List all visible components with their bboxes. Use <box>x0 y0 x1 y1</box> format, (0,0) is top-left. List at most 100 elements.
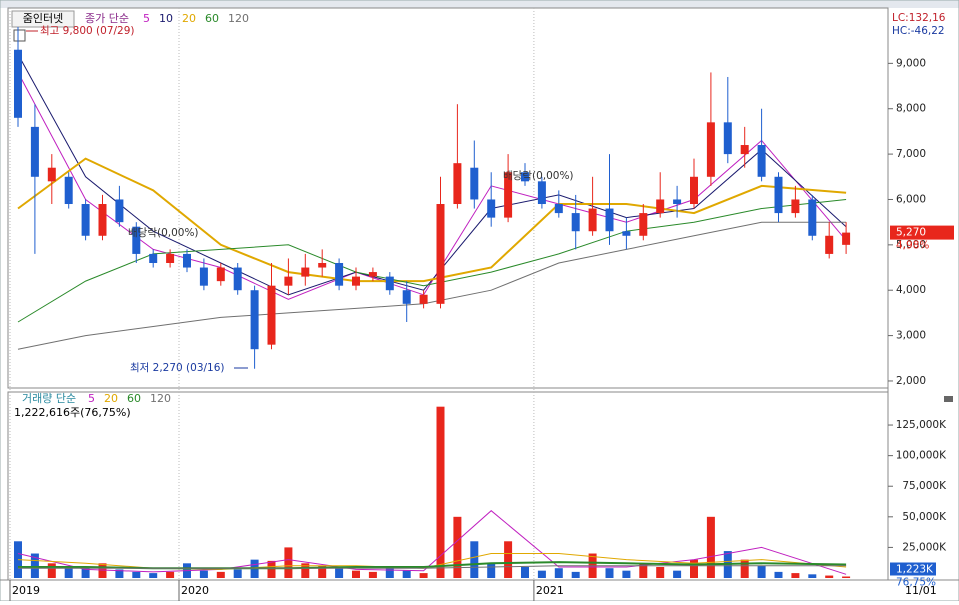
legend-entry: 60 <box>205 12 219 25</box>
volume-bar <box>352 570 360 578</box>
candle-body <box>115 199 124 223</box>
volume-bar <box>98 563 107 578</box>
volume-panel <box>7 391 889 581</box>
candle-body <box>199 267 208 286</box>
dividend-label: 배당락(0,00%) <box>128 227 199 239</box>
legend-entry: 20 <box>182 12 196 25</box>
volume-bar <box>690 559 698 578</box>
dividend-label: 배당락(0,00%) <box>503 170 574 182</box>
legend-title: 종가 단순 <box>85 12 129 25</box>
volume-bar <box>656 566 665 578</box>
candle-body <box>588 208 597 232</box>
x-tick-label: 2021 <box>536 584 564 597</box>
volume-bar <box>825 575 834 578</box>
candle-body <box>571 213 580 232</box>
volume-bar <box>808 574 817 578</box>
last-price-label: 5,270 <box>896 227 926 239</box>
legend-entry: 120 <box>150 392 171 405</box>
candle-body <box>791 199 800 214</box>
volume-bar <box>233 569 242 578</box>
candle-body <box>301 267 310 277</box>
candle-body <box>284 276 293 286</box>
volume-bar <box>81 566 90 578</box>
volume-bar <box>216 571 225 578</box>
volume-bar <box>605 568 614 578</box>
y-tick-label: 75,000K <box>902 480 947 492</box>
volume-bar <box>402 570 411 578</box>
volume-bar <box>774 571 783 578</box>
y-tick-label: 50,000K <box>902 511 947 523</box>
legend-entry: 20 <box>104 392 118 405</box>
candle-body <box>774 176 783 214</box>
last-price-box <box>890 225 954 240</box>
candle-body <box>605 208 614 232</box>
y-tick-label: 7,000 <box>896 148 926 160</box>
volume-bar <box>149 573 158 578</box>
volume-bar <box>639 563 648 578</box>
moving-average <box>17 157 847 283</box>
candle-body <box>537 181 546 205</box>
candle-body <box>233 267 242 291</box>
low-label: 최저 2,270 (03/16) <box>130 362 225 374</box>
volume-bar <box>318 565 327 578</box>
candle-body <box>436 204 445 304</box>
volume-bar <box>622 570 631 578</box>
candle-body <box>825 235 834 254</box>
x-tick-label: 2020 <box>181 584 209 597</box>
candle-body <box>740 145 749 155</box>
candle-body <box>487 199 496 218</box>
candle-body <box>723 122 732 155</box>
volume-bar <box>47 563 56 578</box>
x-end-label: 11/01 <box>905 584 937 597</box>
candle-body <box>690 176 698 205</box>
hc-label: HC:-46,22 <box>892 25 945 37</box>
grid-icon[interactable] <box>13 29 26 42</box>
volume-bar <box>436 406 445 578</box>
volume-bar <box>115 569 124 578</box>
candle-body <box>521 172 529 182</box>
stock-box[interactable] <box>11 10 75 28</box>
panel-button[interactable] <box>944 396 953 402</box>
volume-bar <box>132 571 141 578</box>
candle-body <box>335 262 344 286</box>
candle-body <box>656 199 665 214</box>
volume-bar <box>368 571 377 578</box>
volume-bar <box>385 568 394 578</box>
volume-bar <box>470 541 479 578</box>
y-tick-label: 100,000K <box>896 450 947 462</box>
y-tick-label: 8,000 <box>896 103 926 115</box>
candle-body <box>81 204 90 236</box>
y-tick-label: 4,000 <box>896 284 926 296</box>
y-tick-label: 2,000 <box>896 375 926 387</box>
candle-body <box>98 204 107 236</box>
volume-bar <box>842 576 851 578</box>
y-tick-label: 25,000K <box>902 541 947 553</box>
volume-bar <box>166 571 175 578</box>
volume-bar <box>335 568 344 578</box>
volume-bar <box>30 553 39 578</box>
candle-body <box>470 167 479 200</box>
candle-body <box>183 253 191 268</box>
candle-body <box>808 199 817 236</box>
candle-body <box>250 290 259 350</box>
candle-body <box>267 285 276 345</box>
y-tick-label: 9,000 <box>896 57 926 69</box>
volume-bar <box>487 563 496 578</box>
candle-body <box>14 49 22 118</box>
volume-bar <box>64 568 73 578</box>
candle-body <box>706 122 715 177</box>
candle-body <box>673 199 682 205</box>
volume-bar <box>571 571 580 578</box>
candle-body <box>132 226 141 254</box>
volume-bar <box>791 573 800 578</box>
last-volume-box <box>890 562 936 576</box>
candle-body <box>419 294 428 304</box>
candle-body <box>385 276 394 291</box>
legend-entry: 5 <box>143 12 150 25</box>
volume-bar <box>419 573 428 578</box>
candle-body <box>47 167 56 182</box>
stock-name: 줌인터넷 <box>23 12 63 25</box>
legend-title: 거래량 단순 <box>22 392 76 405</box>
candle-body <box>166 253 175 263</box>
